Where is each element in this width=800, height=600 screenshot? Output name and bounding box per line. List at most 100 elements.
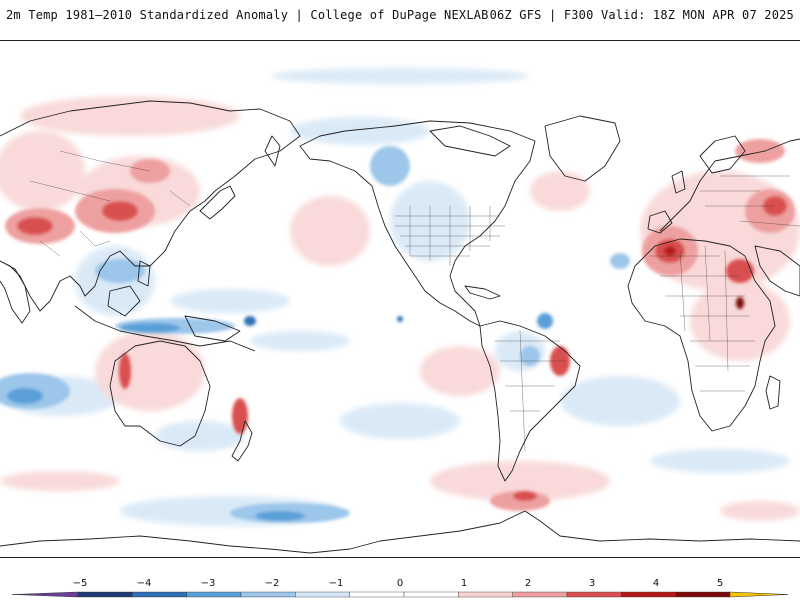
anomaly-blob [340,403,460,439]
colorbar-swatch [132,591,187,598]
anomaly-blob [290,117,430,145]
colorbar-tick-label: −5 [73,578,88,589]
coastline-madagascar [765,375,781,410]
colorbar-tick-label: 5 [717,578,723,589]
anomaly-blob [95,259,145,283]
anomaly-blob [255,511,305,521]
coastlines [0,100,800,554]
anomaly-blob [0,131,85,211]
header-bar: 2m Temp 1981–2010 Standardized Anomaly |… [0,0,800,32]
colorbar: −5 −4 −3 −2 −1 0 1 2 3 4 5 [11,578,789,598]
anomaly-blob [664,246,676,256]
coastline-japan [199,185,236,220]
coastline-asia-east [0,100,301,312]
anomaly-light-layer [0,68,800,526]
colorbar-swatch [349,591,405,598]
anomaly-strong-layer [0,139,795,523]
anomaly-blob [420,346,500,396]
anomaly-blob [513,491,537,501]
coastline-indonesia [74,305,256,352]
anomaly-blob [370,146,410,186]
anomaly-blob [170,289,290,313]
borders [29,150,800,452]
anomaly-blob [155,421,245,451]
colorbar-tick-label: 4 [653,578,659,589]
anomaly-blob [735,139,785,163]
coastline-north-america [299,120,536,327]
anomaly-blob [95,331,205,411]
anomaly-blob [726,259,754,283]
anomaly-blob [520,346,540,366]
colorbar-tick-label: 0 [397,578,403,589]
anomaly-blob [7,388,43,404]
colorbar-swatch [458,591,513,598]
coastline-south-america [479,320,581,482]
map-panel[interactable] [0,40,800,558]
colorbar-arrow-high [729,591,789,598]
colorbar-tick-label: 1 [461,578,467,589]
colorbar-tick-label: −1 [329,578,344,589]
colorbar-tick-label: 2 [525,578,531,589]
colorbar-tick-label: −3 [201,578,216,589]
coastline-greenland [544,115,621,182]
border-lines [395,206,505,266]
colorbar-swatches [11,591,789,598]
coastline-arctic-islands [429,125,511,157]
anomaly-blob [102,201,138,221]
anomaly-blob [250,331,350,351]
anomaly-blob [17,217,53,235]
anomaly-blob [650,449,790,473]
anomaly-blob [0,471,120,491]
colorbar-tick-label: −2 [265,578,280,589]
coastline-iberia [647,210,673,234]
border-lines [650,245,755,392]
coastline-britain [671,170,686,194]
coastline-australia [109,340,211,447]
coastline-caribbean [464,285,501,300]
colorbar-swatch [621,591,676,598]
colorbar-tick-label: −4 [137,578,152,589]
border-lines [700,175,800,227]
anomaly-blob [736,297,744,309]
coastline-new-zealand [231,420,253,462]
anomaly-blob [120,323,180,333]
colorbar-swatch [186,591,242,598]
anomaly-blob [270,68,530,84]
colorbar-swatch [295,591,350,598]
anomaly-blob [720,501,800,521]
colorbar-tick-labels: −5 −4 −3 −2 −1 0 1 2 3 4 5 [73,578,724,589]
border-lines [29,150,191,257]
anomaly-blob [290,196,370,266]
coastline-europe [659,138,800,232]
anomaly-blob [232,398,248,434]
anomaly-blob [530,171,590,211]
anomaly-blob [690,281,790,361]
coastline-new-guinea [184,315,241,342]
colorbar-tick-label: 3 [589,578,595,589]
coastline-india [0,260,31,324]
anomaly-blob [119,353,131,389]
colorbar-swatch [77,591,133,598]
coastline-kamchatka [264,135,281,167]
map-title: 2m Temp 1981–2010 Standardized Anomaly |… [6,8,489,22]
colorbar-swatch [403,591,459,598]
anomaly-blob [20,96,240,136]
anomaly-blob [430,461,610,501]
colorbar-swatch [240,591,296,598]
anomaly-blob [244,316,256,326]
coastline-borneo [107,285,141,317]
coastline-scandinavia [699,135,746,174]
colorbar-swatch [566,591,622,598]
colorbar-arrow-low [11,591,79,598]
anomaly-blob [537,313,553,329]
anomaly-map[interactable] [0,41,800,557]
colorbar-swatch [675,591,731,598]
anomaly-blob [397,316,403,322]
border-lines [495,330,565,452]
coastline-africa [627,238,776,432]
run-info: 06Z GFS | F300 Valid: 18Z MON APR 07 202… [489,8,794,22]
anomaly-blob [560,376,680,426]
coastline-philippines [137,260,151,287]
anomaly-blob [610,253,630,269]
coastline-arabia [754,245,800,297]
